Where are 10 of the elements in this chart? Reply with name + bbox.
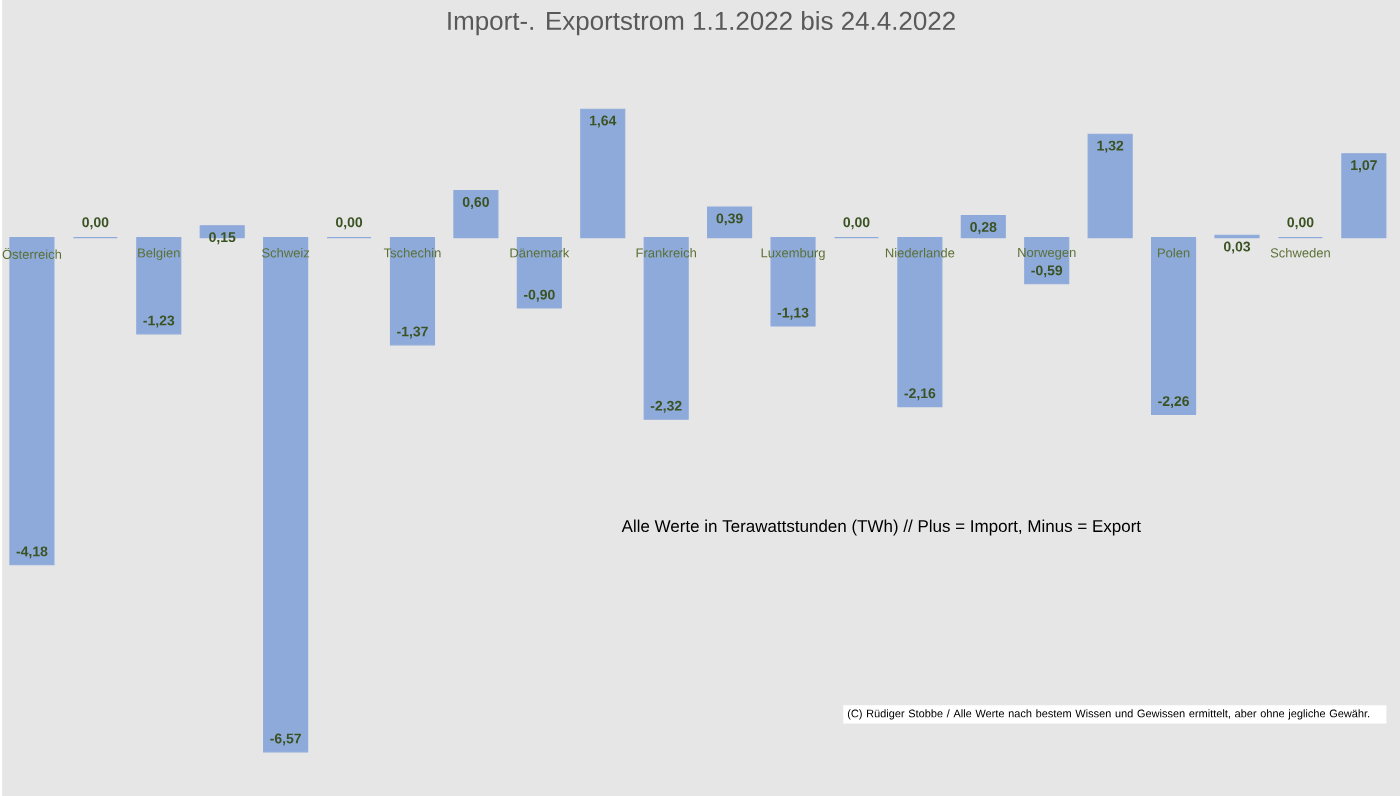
- bar: [1341, 152, 1387, 238]
- bar: [707, 206, 753, 238]
- bar: [1087, 133, 1133, 238]
- bar: [453, 189, 499, 238]
- annotation: Alle Werte in Terawattstunden (TWh) // Plus = Import, Minus = Export: [621, 519, 1141, 536]
- chart-title: Import-. Exportstrom 1.1.2022 bis 24.4.2022: [448, 10, 955, 35]
- bar: [263, 236, 309, 753]
- bar: [580, 108, 626, 238]
- bar: [1151, 236, 1197, 415]
- bar: [136, 236, 182, 335]
